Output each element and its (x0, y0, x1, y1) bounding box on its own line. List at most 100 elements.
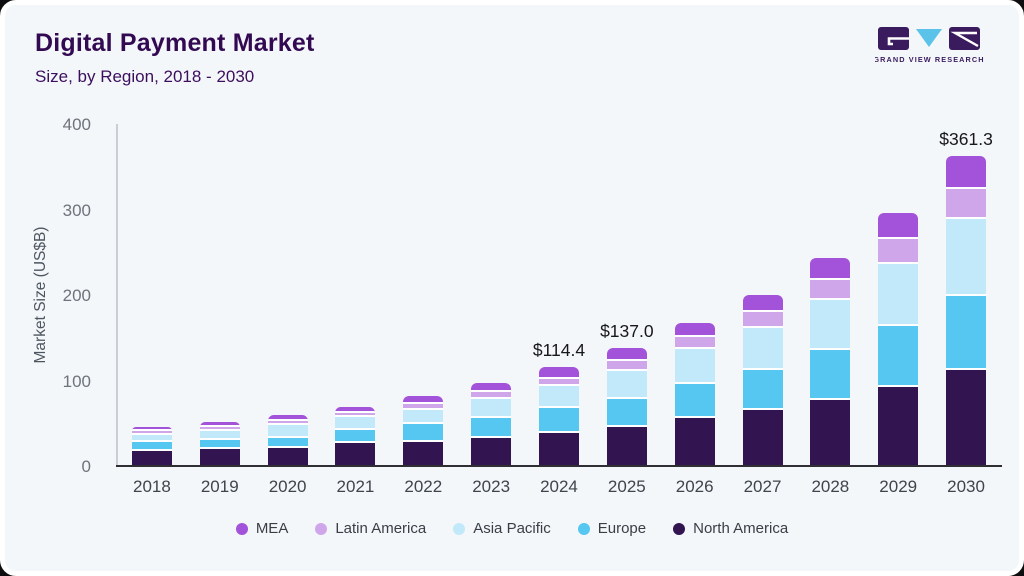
bar-segment-north-america (878, 386, 919, 465)
plot-area: $114.4 $137.0 $361.3 (118, 124, 1000, 465)
bar-segment-latin-america (810, 280, 851, 300)
bar-2030 (946, 156, 987, 465)
bar-segment-europe (335, 429, 376, 444)
bar-segment-europe (538, 408, 579, 433)
bar-2029 (878, 212, 919, 465)
bar-segment-asia-pacific (606, 370, 647, 400)
bar-2022 (403, 396, 444, 465)
bar-segment-europe (131, 441, 172, 452)
bar-segment-latin-america (199, 427, 240, 432)
bar-2021 (335, 406, 376, 465)
bar-segment-latin-america (131, 431, 172, 436)
legend-label: Europe (597, 520, 647, 537)
bar-segment-europe (674, 384, 715, 419)
bar-segment-asia-pacific (538, 385, 579, 409)
bar-segment-europe (878, 326, 919, 387)
bar-column-2020 (254, 124, 322, 465)
bar-segment-mea (335, 406, 376, 413)
bar-2024 (538, 367, 579, 465)
bar-segment-north-america (606, 427, 647, 465)
bar-2026 (674, 322, 715, 465)
bar-segment-north-america (403, 441, 444, 465)
chart-subtitle: Size, by Region, 2018 - 2030 (35, 67, 255, 86)
bar-segment-north-america (471, 437, 512, 465)
bar-segment-asia-pacific (335, 417, 376, 430)
y-tick-label: 100 (62, 371, 91, 391)
x-tick-label-2026: 2026 (675, 477, 714, 496)
bar-column-2019 (186, 124, 254, 465)
bar-segment-mea (471, 382, 512, 393)
bar-segment-latin-america (674, 337, 715, 349)
x-tick-label-2030: 2030 (947, 477, 985, 496)
bar-segment-europe (946, 295, 987, 370)
y-tick-label: 0 (81, 457, 91, 476)
bar-column-2029 (864, 124, 932, 465)
legend-dot-icon (453, 522, 466, 535)
bar-segment-north-america (946, 369, 987, 465)
bar-segment-north-america (674, 418, 715, 465)
bar-column-2028 (796, 124, 864, 465)
x-tick-label-2029: 2029 (879, 477, 918, 496)
bar-2025 (606, 348, 647, 465)
bar-segment-mea (199, 421, 240, 428)
x-tick-label-2020: 2020 (268, 477, 307, 496)
bar-segment-europe (471, 417, 512, 438)
bar-segment-asia-pacific (403, 409, 444, 424)
bar-column-2021 (322, 124, 390, 465)
legend: MEA Latin America Asia Pacific Europe North … (5, 520, 1019, 537)
bar-segment-asia-pacific (674, 348, 715, 385)
legend-dot-icon (673, 522, 686, 535)
bar-segment-asia-pacific (946, 219, 987, 296)
bar-segment-latin-america (742, 312, 783, 328)
y-tick-label: 300 (62, 200, 91, 220)
bar-segment-asia-pacific (471, 399, 512, 418)
bar-column-2030: $361.3 (932, 124, 1000, 465)
x-tick-label-2021: 2021 (336, 477, 375, 496)
logo-brand-text: GRAND VIEW RESEARCH (875, 55, 985, 64)
bar-segment-latin-america (878, 239, 919, 264)
bar-column-2018 (118, 124, 186, 465)
bar-segment-asia-pacific (267, 425, 308, 438)
bar-segment-north-america (335, 443, 376, 465)
bar-column-2023 (457, 124, 525, 465)
bar-segment-north-america (199, 449, 240, 465)
legend-item-europe: Europe (577, 520, 647, 537)
x-tick-label-2023: 2023 (472, 477, 511, 496)
legend-item-asia-pacific: Asia Pacific (453, 520, 551, 537)
bar-segment-mea (674, 322, 715, 338)
bar-column-2026 (661, 124, 729, 465)
bar-segment-europe (267, 437, 308, 448)
bar-segment-north-america (538, 432, 579, 465)
bar-segment-mea (606, 348, 647, 361)
x-tick-label-2022: 2022 (404, 477, 443, 496)
bar-2023 (471, 382, 512, 465)
gvr-logo-icon (878, 27, 980, 50)
bar-segment-mea (810, 257, 851, 281)
bar-segment-mea (403, 396, 444, 404)
bar-total-label-2024: $114.4 (532, 340, 586, 361)
bar-segment-latin-america (267, 420, 308, 426)
bar-segment-latin-america (946, 189, 987, 220)
bar-segment-europe (742, 370, 783, 411)
bar-segment-north-america (742, 410, 783, 465)
legend-label: MEA (255, 520, 289, 537)
legend-dot-icon (315, 522, 328, 535)
bar-segment-latin-america (606, 360, 647, 371)
bar-segment-mea (742, 294, 783, 313)
bar-segment-europe (810, 350, 851, 400)
bar-2018 (131, 426, 172, 465)
bar-column-2024: $114.4 (525, 124, 593, 465)
bar-2028 (810, 257, 851, 465)
bar-segment-mea (878, 212, 919, 240)
x-tick-label-2019: 2019 (200, 477, 239, 496)
x-tick-label-2018: 2018 (133, 477, 171, 496)
bar-2019 (199, 421, 240, 465)
grand-view-research-logo: GRAND VIEW RESEARCH (875, 27, 985, 64)
bar-total-label-2025: $137.0 (600, 321, 654, 342)
y-tick-label: 200 (62, 286, 91, 305)
bar-segment-mea (131, 426, 172, 432)
bar-segment-europe (403, 424, 444, 442)
bar-segment-mea (538, 367, 579, 379)
bar-segment-latin-america (471, 392, 512, 400)
